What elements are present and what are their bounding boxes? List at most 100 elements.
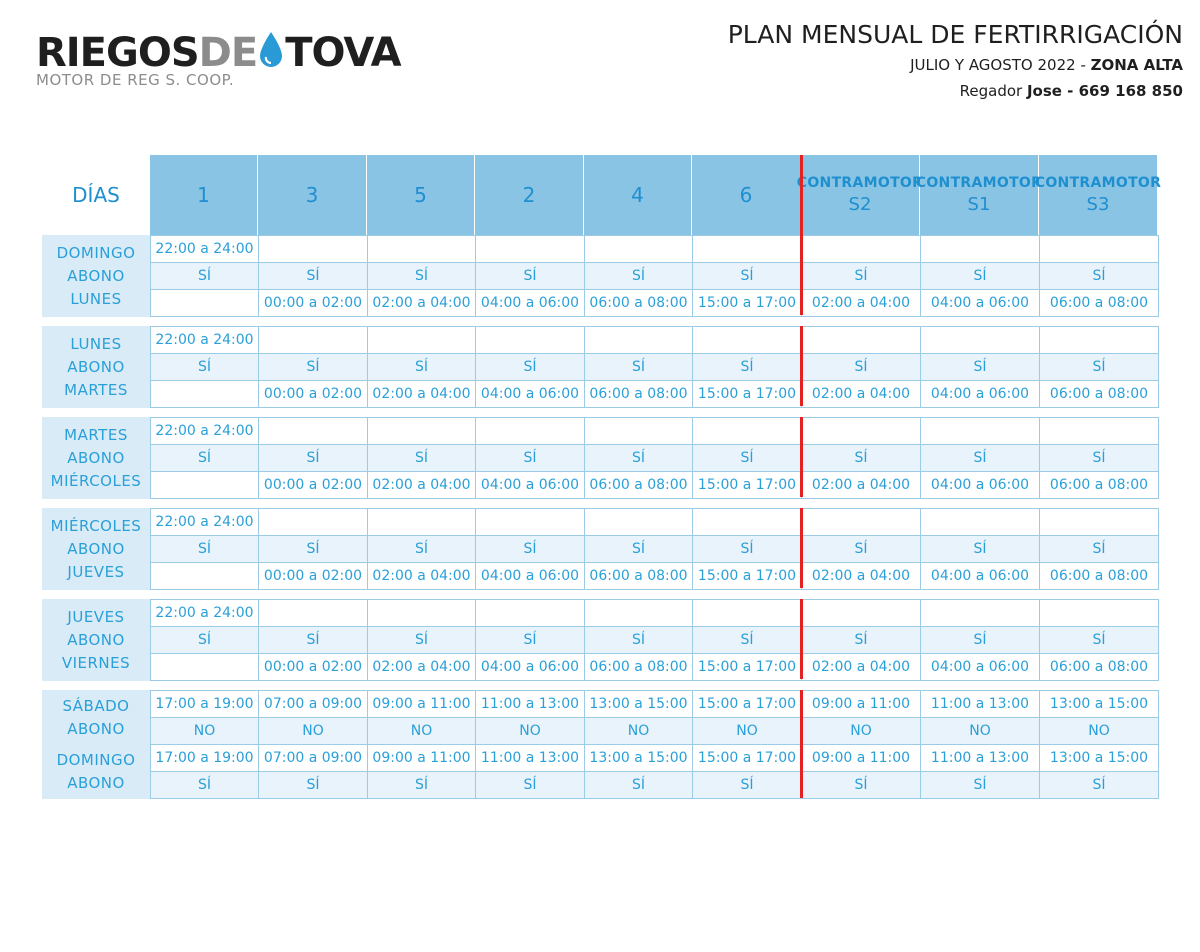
schedule-cell: SÍ — [801, 444, 921, 472]
schedule-cell: 02:00 a 04:00 — [367, 380, 476, 408]
schedule-cell: 09:00 a 11:00 — [801, 690, 921, 718]
irrigator-prefix: Regador — [959, 82, 1027, 100]
day-label-line: ABONO — [67, 357, 125, 376]
schedule-cell: 04:00 a 06:00 — [475, 380, 585, 408]
schedule-cell: SÍ — [920, 771, 1040, 799]
contramotor-divider — [800, 508, 803, 588]
schedule-cell: SÍ — [801, 535, 921, 563]
schedule-cell: 02:00 a 04:00 — [801, 653, 921, 681]
schedule-cell: NO — [367, 717, 476, 745]
schedule-cell: 15:00 a 17:00 — [692, 744, 802, 772]
schedule-cell: 13:00 a 15:00 — [1039, 744, 1159, 772]
schedule-cell: 17:00 a 19:00 — [150, 744, 259, 772]
column-header-6: 6 — [692, 155, 801, 235]
schedule-cell — [1039, 417, 1159, 445]
schedule-cell — [920, 326, 1040, 354]
schedule-cell: SÍ — [367, 771, 476, 799]
schedule-cell — [1039, 235, 1159, 263]
schedule-cell — [801, 508, 921, 536]
column-type: CONTRAMOTOR — [796, 175, 924, 191]
schedule-cell: 06:00 a 08:00 — [1039, 653, 1159, 681]
day-label-line: DOMINGO — [56, 243, 136, 262]
schedule-cell — [692, 599, 802, 627]
schedule-cell: SÍ — [801, 626, 921, 654]
day-group-label: JUEVES ABONO VIERNES — [42, 599, 150, 681]
day-label-line: ABONO — [67, 773, 125, 792]
schedule-cell: SÍ — [367, 353, 476, 381]
schedule-cell: 13:00 a 15:00 — [584, 744, 693, 772]
schedule-cell: 11:00 a 13:00 — [475, 744, 585, 772]
schedule-cell: 13:00 a 15:00 — [1039, 690, 1159, 718]
schedule-cell: SÍ — [258, 535, 368, 563]
column-header-2: 2 — [475, 155, 584, 235]
column-header-1: 1 — [150, 155, 258, 235]
schedule-cell: 11:00 a 13:00 — [920, 744, 1040, 772]
schedule-cell: 06:00 a 08:00 — [1039, 289, 1159, 317]
schedule-cell: SÍ — [920, 262, 1040, 290]
schedule-cell: 04:00 a 06:00 — [920, 562, 1040, 590]
schedule-cell: 02:00 a 04:00 — [367, 653, 476, 681]
schedule-cell — [367, 235, 476, 263]
column-number: 5 — [414, 183, 427, 207]
schedule-cell: SÍ — [475, 444, 585, 472]
schedule-cell — [258, 326, 368, 354]
day-label-line: ABONO — [67, 266, 125, 285]
schedule-cell: 06:00 a 08:00 — [1039, 471, 1159, 499]
schedule-cell: 02:00 a 04:00 — [367, 289, 476, 317]
schedule-cell: 07:00 a 09:00 — [258, 744, 368, 772]
column-header-4: 4 — [584, 155, 692, 235]
schedule-cell: SÍ — [584, 771, 693, 799]
schedule-cell — [475, 235, 585, 263]
schedule-cell: SÍ — [1039, 771, 1159, 799]
schedule-cell: 15:00 a 17:00 — [692, 471, 802, 499]
schedule-cell — [692, 508, 802, 536]
schedule-cell: 06:00 a 08:00 — [584, 562, 693, 590]
schedule-cell — [801, 599, 921, 627]
schedule-cell: SÍ — [692, 535, 802, 563]
schedule-cell: SÍ — [1039, 444, 1159, 472]
schedule-cell: 00:00 a 02:00 — [258, 289, 368, 317]
irrigator-contact: Jose - 669 168 850 — [1026, 82, 1183, 100]
column-header-contramotor-s2: CONTRAMOTOR S2 — [797, 155, 923, 235]
schedule-cell: SÍ — [801, 262, 921, 290]
schedule-cell: SÍ — [258, 262, 368, 290]
day-label-line: JUEVES — [67, 607, 125, 626]
column-number: 3 — [305, 183, 319, 207]
schedule-cell: 22:00 a 24:00 — [150, 508, 259, 536]
schedule-cell — [920, 508, 1040, 536]
day-group-label: MARTES ABONO MIÉRCOLES — [42, 417, 150, 499]
schedule-cell: 04:00 a 06:00 — [920, 289, 1040, 317]
schedule-cell — [920, 235, 1040, 263]
schedule-cell — [1039, 326, 1159, 354]
schedule-cell — [150, 562, 259, 590]
logo-wordmark: RIEGOSDE TOVA — [36, 30, 402, 76]
schedule-cell: SÍ — [1039, 535, 1159, 563]
schedule-cell — [258, 508, 368, 536]
days-header: DÍAS — [72, 183, 120, 207]
schedule-cell: NO — [920, 717, 1040, 745]
schedule-cell: 06:00 a 08:00 — [584, 471, 693, 499]
day-label-line: DOMINGO — [56, 750, 136, 769]
day-group-label: DOMINGO ABONO — [42, 744, 150, 799]
day-group-label: SÁBADO ABONO — [42, 690, 150, 745]
schedule-cell: SÍ — [1039, 353, 1159, 381]
schedule-cell: SÍ — [475, 262, 585, 290]
schedule-cell: SÍ — [475, 353, 585, 381]
irrigator-line: Regador Jose - 669 168 850 — [728, 78, 1183, 104]
schedule-cell — [920, 417, 1040, 445]
schedule-cell: 09:00 a 11:00 — [367, 744, 476, 772]
schedule-cell: SÍ — [150, 771, 259, 799]
document-header: PLAN MENSUAL DE FERTIRRIGACIÓN JULIO Y A… — [728, 18, 1183, 104]
schedule-cell: 11:00 a 13:00 — [920, 690, 1040, 718]
schedule-cell: 02:00 a 04:00 — [801, 289, 921, 317]
schedule-cell: 11:00 a 13:00 — [475, 690, 585, 718]
column-number: 1 — [197, 183, 210, 207]
schedule-cell: 15:00 a 17:00 — [692, 380, 802, 408]
schedule-cell: SÍ — [692, 444, 802, 472]
schedule-cell: 00:00 a 02:00 — [258, 562, 368, 590]
schedule-cell: SÍ — [584, 626, 693, 654]
schedule-cell: 02:00 a 04:00 — [367, 471, 476, 499]
schedule-cell: SÍ — [258, 771, 368, 799]
schedule-cell: 22:00 a 24:00 — [150, 599, 259, 627]
schedule-cell — [692, 326, 802, 354]
